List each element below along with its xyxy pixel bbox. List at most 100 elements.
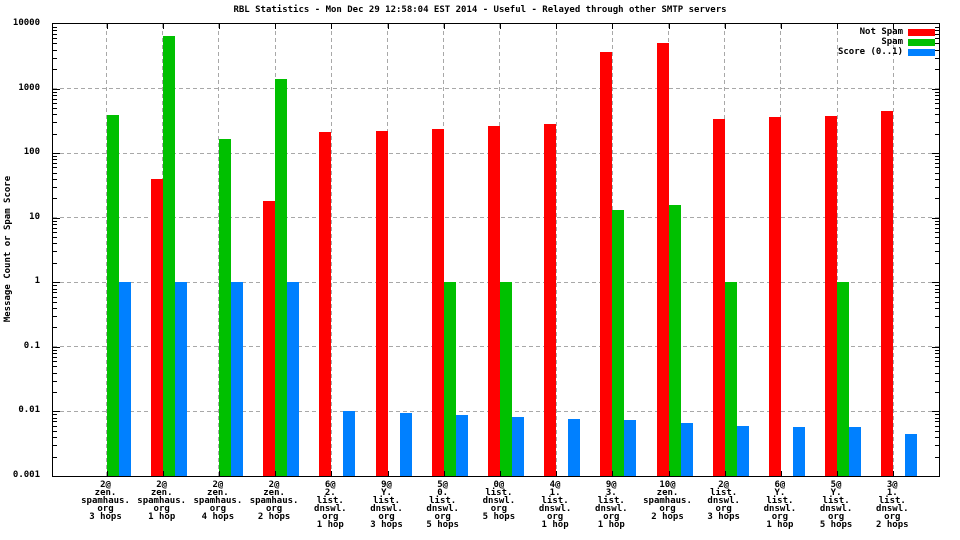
y-minor-tick-left: [53, 98, 57, 100]
y-minor-tick-left: [53, 430, 57, 432]
y-minor-tick-left: [53, 49, 57, 51]
x-tick-top: [218, 24, 220, 29]
y-minor-tick-right: [935, 296, 939, 298]
y-minor-tick-left: [53, 172, 57, 174]
x-gridline: [892, 24, 894, 476]
bar-not-spam: [375, 131, 388, 476]
y-major-tick-right: [932, 282, 939, 284]
bar-spam: [275, 79, 288, 476]
x-tick-top: [275, 24, 277, 29]
y-minor-tick-right: [935, 114, 939, 116]
legend-item: Not Spam: [860, 27, 935, 37]
y-major-tick-left: [53, 153, 60, 155]
y-minor-tick-right: [935, 227, 939, 229]
y-minor-tick-left: [53, 391, 57, 393]
y-minor-tick-left: [53, 178, 57, 180]
y-minor-tick-right: [935, 353, 939, 355]
x-gridline: [724, 24, 726, 476]
bar-score-0-1-: [230, 282, 243, 476]
y-minor-tick-left: [53, 288, 57, 290]
y-minor-tick-left: [53, 227, 57, 229]
y-minor-tick-left: [53, 316, 57, 318]
y-minor-tick-right: [935, 98, 939, 100]
x-tick-top: [724, 24, 726, 29]
x-category-label: 4@ 1. list. dnswl. org 1 hop: [538, 480, 572, 530]
y-major-tick-left: [53, 346, 60, 348]
bar-not-spam: [768, 116, 781, 476]
y-minor-tick-left: [53, 26, 57, 28]
y-major-tick-right: [932, 153, 939, 155]
y-minor-tick-right: [935, 223, 939, 225]
y-minor-tick-right: [935, 167, 939, 169]
y-minor-tick-right: [935, 414, 939, 416]
x-gridline: [555, 24, 557, 476]
x-tick-top: [443, 24, 445, 29]
y-minor-tick-left: [53, 445, 57, 447]
y-minor-tick-left: [53, 425, 57, 427]
y-minor-tick-right: [935, 186, 939, 188]
y-minor-tick-right: [935, 361, 939, 363]
bar-score-0-1-: [624, 419, 637, 476]
y-minor-tick-left: [53, 186, 57, 188]
y-minor-tick-left: [53, 220, 57, 222]
x-tick-bottom: [612, 471, 614, 476]
legend-swatch-spam: [908, 38, 935, 46]
y-minor-tick-right: [935, 425, 939, 427]
y-minor-tick-left: [53, 251, 57, 253]
bar-score-0-1-: [568, 419, 581, 476]
x-tick-bottom: [106, 471, 108, 476]
y-major-tick-right: [932, 88, 939, 90]
x-category-label: 9@ Y. list. dnswl. org 3 hops: [370, 480, 403, 530]
plot-area: [52, 23, 940, 477]
y-minor-tick-right: [935, 285, 939, 287]
y-minor-tick-right: [935, 437, 939, 439]
y-minor-tick-left: [53, 237, 57, 239]
y-minor-tick-right: [935, 220, 939, 222]
bar-score-0-1-: [174, 282, 187, 476]
y-minor-tick-left: [53, 159, 57, 161]
y-minor-tick-right: [935, 94, 939, 96]
bar-spam: [668, 204, 681, 476]
bar-not-spam: [544, 124, 557, 476]
x-category-label: 6@ 2. list. dnswl. org 1 hop: [314, 480, 347, 530]
y-minor-tick-right: [935, 156, 939, 158]
x-tick-top: [499, 24, 501, 29]
y-minor-tick-left: [53, 327, 57, 329]
y-minor-tick-left: [53, 69, 57, 71]
bar-score-0-1-: [118, 282, 131, 476]
y-major-tick-right: [932, 411, 939, 413]
x-category-label: 5@ 0. list. dnswl. org 5 hops: [426, 480, 459, 530]
y-minor-tick-left: [53, 91, 57, 93]
x-tick-bottom: [162, 471, 164, 476]
x-tick-bottom: [556, 471, 558, 476]
bar-not-spam: [487, 125, 500, 476]
x-tick-bottom: [443, 471, 445, 476]
bar-not-spam: [600, 51, 613, 476]
bar-spam: [218, 139, 231, 476]
x-gridline: [330, 24, 332, 476]
y-minor-tick-left: [53, 167, 57, 169]
bar-score-0-1-: [287, 282, 300, 476]
x-category-label: 5@ Y. list. dnswl. org 5 hops: [819, 480, 853, 530]
y-minor-tick-left: [53, 94, 57, 96]
bar-not-spam: [712, 118, 725, 476]
y-minor-tick-right: [935, 108, 939, 109]
y-major-tick-left: [53, 217, 60, 219]
x-category-label: 3@ 1. list. dnswl. org 2 hops: [876, 480, 909, 530]
bar-spam: [106, 114, 119, 476]
x-tick-top: [387, 24, 389, 29]
bar-not-spam: [431, 129, 444, 476]
y-minor-tick-right: [935, 178, 939, 180]
y-minor-tick-left: [53, 414, 57, 416]
y-major-tick-right: [932, 217, 939, 219]
y-minor-tick-left: [53, 353, 57, 355]
x-category-label: 2@ zen. spamhaus. org 1 hop: [137, 480, 187, 522]
bar-not-spam: [319, 131, 332, 476]
y-minor-tick-right: [935, 237, 939, 239]
y-minor-tick-right: [935, 380, 939, 382]
bar-spam: [724, 282, 737, 476]
x-gridline: [780, 24, 782, 476]
x-category-label: 2@ zen. spamhaus. org 4 hops: [193, 480, 243, 522]
y-tick-label: 1: [34, 276, 40, 287]
y-minor-tick-right: [935, 372, 939, 374]
